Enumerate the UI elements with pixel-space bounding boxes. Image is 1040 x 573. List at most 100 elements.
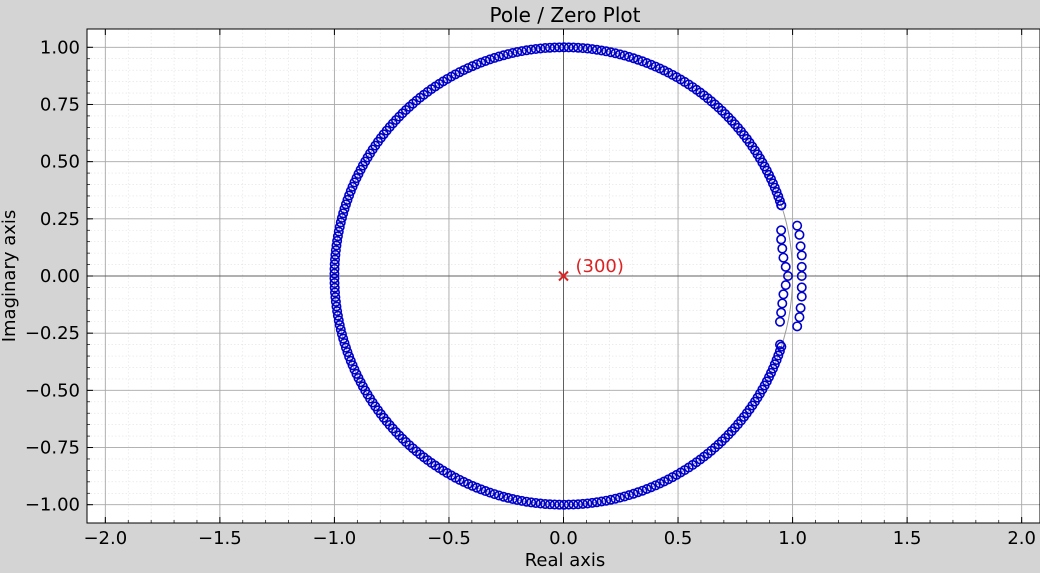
zero-marker	[329, 268, 340, 279]
pole-stroke-b	[558, 270, 569, 282]
zero-marker	[776, 200, 787, 211]
zero-marker	[601, 46, 612, 57]
zero-marker	[339, 203, 350, 214]
zero-marker	[503, 49, 514, 60]
zero-marker	[344, 190, 355, 201]
zero-marker	[334, 319, 345, 330]
zero-marker	[345, 186, 356, 197]
zero-marker	[783, 270, 794, 281]
zero-marker	[330, 287, 341, 298]
zero-marker	[330, 245, 341, 256]
zero-marker	[503, 492, 514, 503]
zero-marker	[614, 49, 625, 60]
zero-marker	[332, 235, 343, 246]
zero-marker	[554, 499, 565, 510]
zero-marker	[610, 493, 621, 504]
zero-marker	[535, 498, 546, 509]
y-tick-label: 0.75	[40, 94, 80, 115]
zero-marker	[577, 498, 588, 509]
zero-marker	[338, 208, 349, 219]
zero-marker	[776, 341, 787, 352]
zero-marker	[794, 312, 805, 323]
zero-marker	[480, 55, 491, 66]
zero-marker	[774, 316, 785, 327]
zero-marker	[332, 310, 343, 321]
x-axis-label: Real axis	[525, 550, 606, 571]
zero-marker	[484, 54, 495, 65]
chart-title: Pole / Zero Plot	[490, 3, 641, 27]
zero-marker	[796, 291, 807, 302]
zero-marker	[329, 263, 340, 274]
zeros-series	[329, 42, 807, 510]
zero-marker	[476, 484, 487, 495]
x-tick-label: 1.5	[893, 528, 922, 549]
x-tick-label: 2.0	[1007, 528, 1036, 549]
zero-marker	[335, 217, 346, 228]
zero-marker	[544, 499, 555, 510]
zero-marker	[516, 495, 527, 506]
zero-marker	[340, 199, 351, 210]
zero-marker	[795, 303, 806, 314]
zero-marker	[628, 53, 639, 64]
zero-marker	[577, 43, 588, 54]
zero-marker	[498, 491, 509, 502]
zero-marker	[619, 491, 630, 502]
zero-marker	[329, 273, 340, 284]
zero-marker	[637, 485, 648, 496]
zero-marker	[549, 42, 560, 53]
zero-marker	[493, 490, 504, 501]
zero-marker	[778, 289, 789, 300]
zero-marker	[544, 42, 555, 53]
zero-marker	[476, 57, 487, 68]
zero-marker	[330, 249, 341, 260]
pole-marker	[558, 270, 569, 282]
zero-marker	[333, 315, 344, 326]
zero-marker	[563, 499, 574, 510]
zero-marker	[521, 45, 532, 56]
zero-marker	[559, 42, 570, 53]
zero-marker	[329, 282, 340, 293]
zero-marker	[624, 490, 635, 501]
x-tick-label: −0.5	[427, 528, 471, 549]
zero-marker	[587, 44, 598, 55]
zero-marker	[780, 261, 791, 272]
zero-marker	[526, 44, 537, 55]
zero-marker	[774, 339, 785, 350]
zero-marker	[771, 354, 782, 365]
y-tick-label: 0.00	[40, 266, 80, 287]
x-tick-label: 0.0	[549, 528, 578, 549]
zero-marker	[332, 231, 343, 242]
zero-marker	[336, 329, 347, 340]
y-tick-label: −0.50	[25, 380, 80, 401]
zero-marker	[330, 292, 341, 303]
x-tick-label: −2.0	[83, 528, 127, 549]
zero-marker	[568, 499, 579, 510]
zero-marker	[573, 42, 584, 53]
zero-marker	[336, 212, 347, 223]
zero-marker	[484, 487, 495, 498]
zero-marker	[507, 48, 518, 59]
zero-marker	[340, 342, 351, 353]
zero-marker	[641, 57, 652, 68]
zero-marker	[624, 51, 635, 62]
zero-marker	[540, 43, 551, 54]
zero-marker	[796, 250, 807, 261]
zero-marker	[344, 351, 355, 362]
zero-marker	[332, 306, 343, 317]
zero-marker	[331, 301, 342, 312]
zero-marker	[776, 307, 787, 318]
zero-marker	[601, 495, 612, 506]
zero-marker	[774, 346, 785, 357]
pole-multiplicity-label: (300)	[576, 256, 624, 277]
zero-marker	[471, 482, 482, 493]
zero-marker	[773, 350, 784, 361]
zero-marker	[633, 487, 644, 498]
zero-marker	[582, 43, 593, 54]
zero-marker	[573, 499, 584, 510]
zero-marker	[605, 494, 616, 505]
zero-marker	[526, 497, 537, 508]
zero-marker	[507, 493, 518, 504]
zero-marker	[610, 48, 621, 59]
zero-marker	[493, 51, 504, 62]
